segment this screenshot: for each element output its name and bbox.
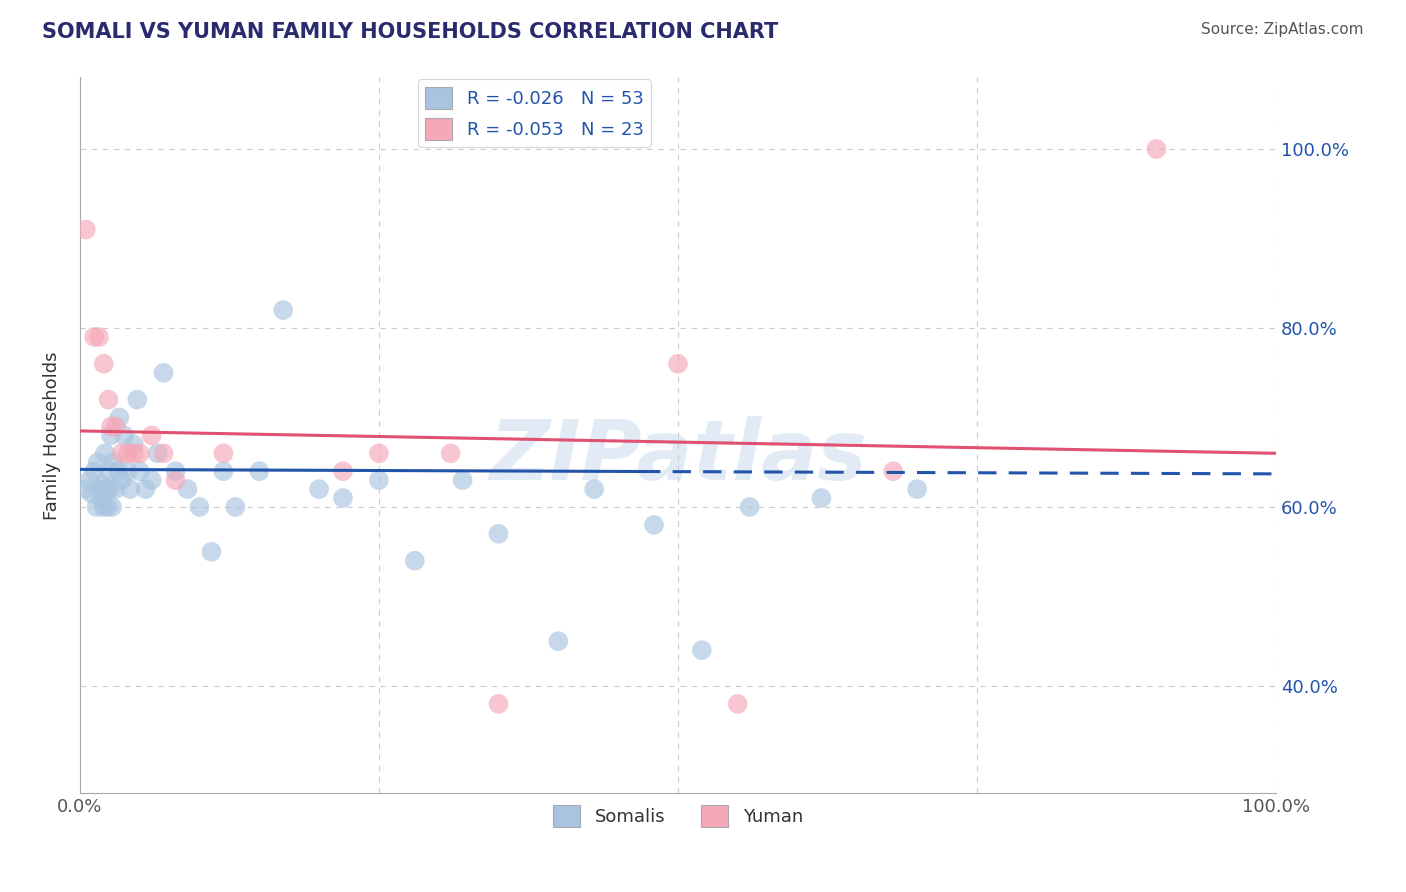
- Point: [905, 482, 928, 496]
- Point: [882, 464, 904, 478]
- Point: [488, 697, 510, 711]
- Point: [90, 491, 112, 505]
- Point: [83, 464, 105, 478]
- Point: [111, 473, 134, 487]
- Text: ZIPatlas: ZIPatlas: [489, 417, 868, 498]
- Point: [451, 473, 474, 487]
- Point: [111, 446, 134, 460]
- Point: [271, 303, 294, 318]
- Point: [112, 428, 135, 442]
- Text: Source: ZipAtlas.com: Source: ZipAtlas.com: [1201, 22, 1364, 37]
- Point: [120, 482, 142, 496]
- Point: [128, 446, 150, 460]
- Point: [404, 554, 426, 568]
- Point: [200, 545, 222, 559]
- Point: [128, 464, 150, 478]
- Point: [117, 464, 139, 478]
- Point: [107, 464, 129, 478]
- Point: [146, 446, 169, 460]
- Point: [690, 643, 713, 657]
- Point: [100, 428, 122, 442]
- Point: [94, 446, 117, 460]
- Point: [247, 464, 270, 478]
- Point: [1144, 142, 1167, 156]
- Point: [308, 482, 330, 496]
- Point: [141, 428, 163, 442]
- Point: [79, 473, 101, 487]
- Point: [98, 482, 121, 496]
- Point: [122, 437, 145, 451]
- Point: [93, 357, 115, 371]
- Point: [97, 464, 120, 478]
- Point: [727, 697, 749, 711]
- Point: [165, 464, 187, 478]
- Point: [666, 357, 689, 371]
- Point: [212, 446, 235, 460]
- Point: [165, 473, 187, 487]
- Point: [583, 482, 606, 496]
- Point: [332, 491, 354, 505]
- Point: [332, 464, 354, 478]
- Point: [103, 455, 125, 469]
- Point: [141, 473, 163, 487]
- Point: [100, 419, 122, 434]
- Point: [440, 446, 463, 460]
- Point: [152, 366, 174, 380]
- Point: [104, 482, 127, 496]
- Text: SOMALI VS YUMAN FAMILY HOUSEHOLDS CORRELATION CHART: SOMALI VS YUMAN FAMILY HOUSEHOLDS CORREL…: [42, 22, 779, 42]
- Point: [176, 482, 198, 496]
- Point: [83, 330, 105, 344]
- Point: [86, 500, 108, 514]
- Y-axis label: Family Households: Family Households: [44, 351, 60, 520]
- Legend: Somalis, Yuman: Somalis, Yuman: [546, 798, 810, 834]
- Point: [135, 482, 157, 496]
- Point: [224, 500, 246, 514]
- Point: [96, 482, 118, 496]
- Point: [117, 446, 139, 460]
- Point: [80, 486, 103, 500]
- Point: [212, 464, 235, 478]
- Point: [488, 526, 510, 541]
- Point: [91, 477, 114, 491]
- Point: [152, 446, 174, 460]
- Point: [367, 473, 389, 487]
- Point: [547, 634, 569, 648]
- Point: [738, 500, 761, 514]
- Point: [367, 446, 389, 460]
- Point: [87, 482, 110, 496]
- Point: [104, 419, 127, 434]
- Point: [643, 517, 665, 532]
- Point: [188, 500, 211, 514]
- Point: [108, 410, 131, 425]
- Point: [96, 500, 118, 514]
- Point: [75, 482, 97, 496]
- Point: [87, 455, 110, 469]
- Point: [810, 491, 832, 505]
- Point: [97, 392, 120, 407]
- Point: [127, 392, 149, 407]
- Point: [93, 500, 115, 514]
- Point: [75, 222, 97, 236]
- Point: [122, 446, 145, 460]
- Point: [101, 500, 124, 514]
- Point: [87, 330, 110, 344]
